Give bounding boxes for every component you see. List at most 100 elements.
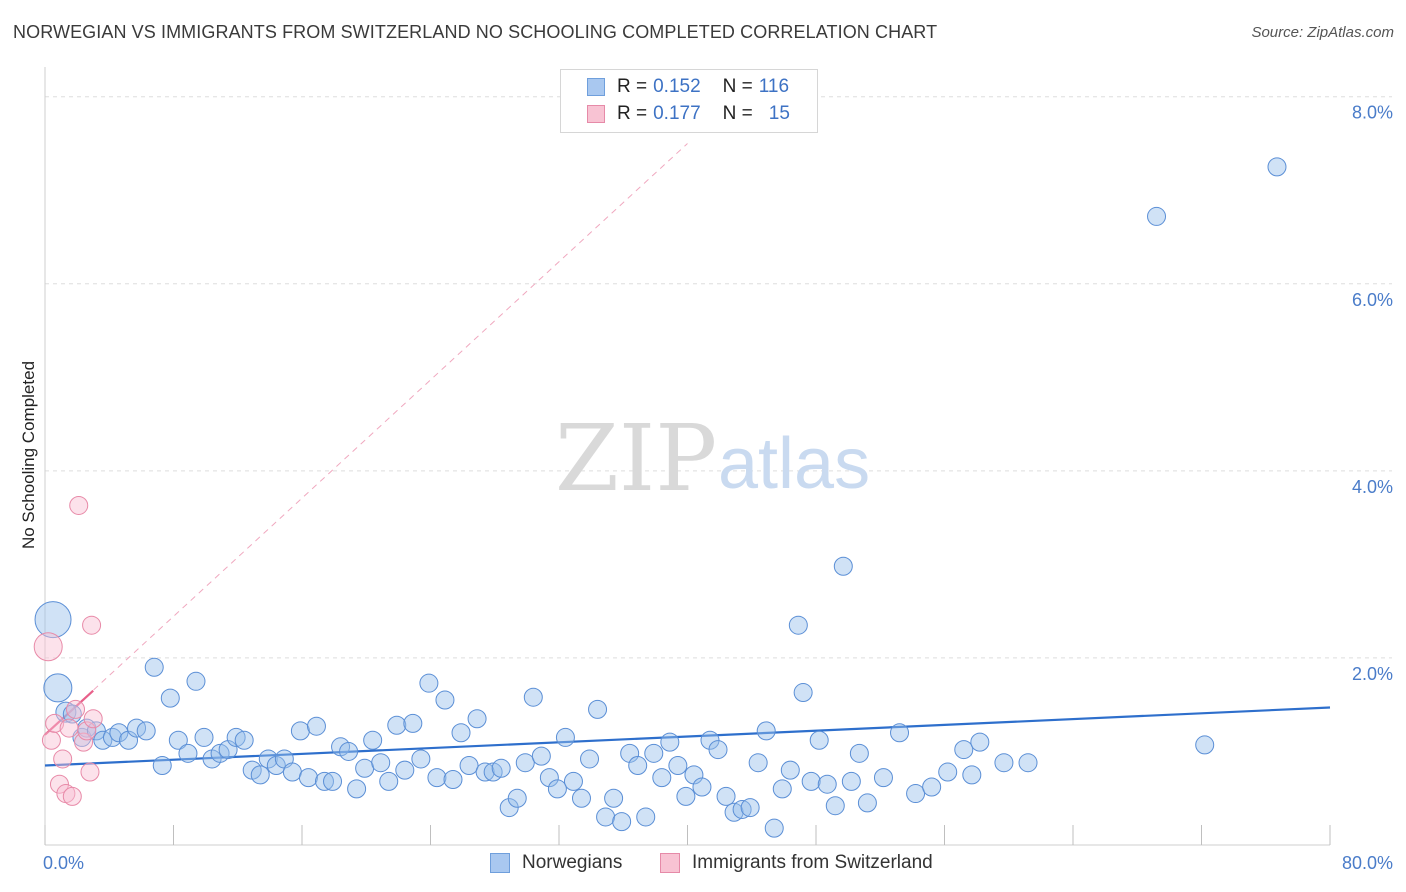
n-label: N = — [722, 103, 753, 124]
point-norwegians — [571, 788, 591, 808]
point-norwegians — [660, 732, 680, 752]
point-norwegians — [962, 765, 982, 785]
point-norwegians — [563, 771, 583, 791]
point-norwegians — [395, 760, 415, 780]
point-norwegians — [160, 688, 180, 708]
point-norwegians — [491, 758, 511, 778]
point-norwegians — [612, 812, 632, 832]
point-norwegians — [136, 721, 156, 741]
point-norwegians — [515, 753, 535, 773]
y-tick-label: 4.0% — [1352, 477, 1393, 497]
stats-legend-row-switzerland: R = 0.177 N = 15 — [587, 102, 790, 126]
legend-item-norwegians[interactable]: Norwegians — [490, 852, 622, 874]
r-value: 0.152 — [653, 76, 701, 97]
watermark-zip: ZIP — [555, 405, 717, 512]
point-norwegians — [580, 749, 600, 769]
n-label: N = — [722, 76, 753, 97]
point-norwegians — [290, 721, 310, 741]
point-norwegians — [379, 771, 399, 791]
point-norwegians — [1195, 735, 1215, 755]
point-norwegians — [604, 788, 624, 808]
legend-item-switzerland[interactable]: Immigrants from Switzerland — [660, 852, 933, 874]
point-norwegians — [708, 740, 728, 760]
legend-swatch-pink — [660, 853, 680, 873]
point-switzerland — [82, 615, 102, 635]
stats-legend: R = 0.152 N = 116 R = 0.177 N = 15 — [560, 69, 818, 133]
point-norwegians — [363, 730, 383, 750]
point-norwegians — [459, 755, 479, 775]
point-norwegians — [716, 786, 736, 806]
point-norwegians — [475, 762, 495, 782]
gridlines — [45, 96, 1392, 659]
point-norwegians — [692, 777, 712, 797]
point-norwegians — [451, 723, 471, 743]
legend-swatch-blue — [587, 78, 605, 96]
point-norwegians — [801, 771, 821, 791]
legend-swatch-blue — [490, 853, 510, 873]
point-switzerland — [41, 730, 61, 750]
point-norwegians — [954, 740, 974, 760]
point-norwegians — [152, 755, 172, 775]
point-norwegians — [523, 687, 543, 707]
point-norwegians — [403, 713, 423, 733]
data-points — [33, 157, 1287, 838]
x-tick-label: 80.0% — [1342, 853, 1393, 873]
legend-label: Immigrants from Switzerland — [692, 852, 933, 873]
point-norwegians — [652, 768, 672, 788]
point-norwegians — [825, 796, 845, 816]
stats-legend-row-norwegians: R = 0.152 N = 116 — [587, 75, 789, 99]
point-norwegians — [938, 762, 958, 782]
point-norwegians — [873, 768, 893, 788]
point-norwegians — [531, 746, 551, 766]
point-norwegians — [841, 771, 861, 791]
point-norwegians — [435, 690, 455, 710]
y-tick-label: 8.0% — [1352, 103, 1393, 123]
point-norwegians — [849, 743, 869, 763]
point-switzerland — [33, 632, 63, 662]
point-norwegians — [144, 657, 164, 677]
point-norwegians — [994, 753, 1014, 773]
point-norwegians — [355, 758, 375, 778]
point-norwegians — [890, 723, 910, 743]
tick-labels: 2.0% 4.0% 6.0% 8.0% 0.0% 80.0% — [43, 103, 1393, 873]
point-norwegians — [427, 768, 447, 788]
point-norwegians — [266, 755, 286, 775]
point-norwegians — [906, 784, 926, 804]
point-norwegians — [788, 615, 808, 635]
point-norwegians — [411, 749, 431, 769]
chart-title: NORWEGIAN VS IMMIGRANTS FROM SWITZERLAND… — [13, 22, 938, 42]
legend-swatch-pink — [587, 105, 605, 123]
point-norwegians — [306, 716, 326, 736]
point-norwegians — [793, 683, 813, 703]
point-norwegians — [86, 721, 106, 741]
r-value: 0.177 — [653, 103, 701, 124]
point-switzerland — [59, 718, 79, 738]
point-norwegians — [644, 743, 664, 763]
point-switzerland — [62, 786, 82, 806]
point-norwegians — [43, 673, 73, 703]
point-switzerland — [80, 762, 100, 782]
point-norwegians — [371, 753, 391, 773]
point-norwegians — [194, 727, 214, 747]
point-norwegians — [109, 723, 129, 743]
point-norwegians — [387, 715, 407, 735]
point-switzerland — [69, 495, 89, 515]
point-norwegians — [970, 732, 990, 752]
point-norwegians — [258, 749, 278, 769]
axes — [44, 67, 1331, 846]
y-tick-label: 6.0% — [1352, 290, 1393, 310]
point-switzerland — [66, 699, 86, 719]
r-label: R = — [617, 76, 648, 97]
point-norwegians — [833, 556, 853, 576]
point-norwegians — [817, 774, 837, 794]
point-norwegians — [676, 786, 696, 806]
point-norwegians — [748, 753, 768, 773]
point-norwegians — [178, 743, 198, 763]
point-norwegians — [780, 760, 800, 780]
source-credit: Source: ZipAtlas.com — [1251, 24, 1394, 41]
point-norwegians — [467, 709, 487, 729]
point-switzerland — [83, 709, 103, 729]
point-norwegians — [314, 771, 334, 791]
legend-label: Norwegians — [522, 852, 623, 873]
